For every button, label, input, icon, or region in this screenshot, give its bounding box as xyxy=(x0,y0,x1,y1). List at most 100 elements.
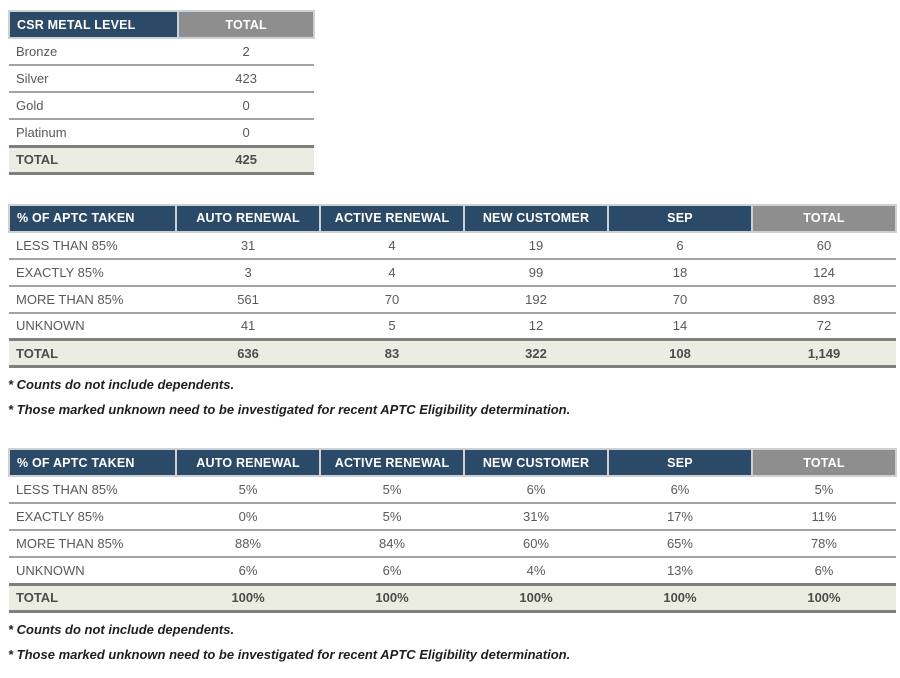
cell-value: 124 xyxy=(751,258,896,287)
cell-value: 17% xyxy=(607,503,752,531)
cell-value: 5% xyxy=(751,476,896,504)
column-header: AUTO RENEWAL xyxy=(175,448,322,477)
row-label: Bronze xyxy=(9,38,179,66)
row-label: Silver xyxy=(9,65,179,93)
cell-value: 6% xyxy=(176,557,321,585)
cell-value: 14 xyxy=(607,312,752,341)
row-label: EXACTLY 85% xyxy=(9,258,177,287)
column-header: % OF APTC TAKEN xyxy=(7,448,178,477)
total-row-label: TOTAL xyxy=(9,144,179,175)
total-value: 83 xyxy=(320,338,465,368)
aptc-taken-counts-table: % OF APTC TAKEN AUTO RENEWAL ACTIVE RENEWA… xyxy=(7,203,898,368)
total-row-label: TOTAL xyxy=(9,338,177,368)
row-label: LESS THAN 85% xyxy=(9,476,177,504)
row-label: Gold xyxy=(9,92,179,120)
cell-value: 3 xyxy=(176,258,321,287)
cell-value: 0 xyxy=(178,92,314,120)
table-row: EXACTLY 85% 0% 5% 31% 17% 11% xyxy=(9,503,896,531)
cell-value: 11% xyxy=(751,503,896,531)
cell-value: 12 xyxy=(464,312,608,341)
cell-value: 6% xyxy=(751,557,896,585)
column-header: SEP xyxy=(606,448,753,477)
total-row: TOTAL 425 xyxy=(9,144,314,175)
aptc-taken-percent-table: % OF APTC TAKEN AUTO RENEWAL ACTIVE RENEWA… xyxy=(7,448,898,613)
total-row-label: TOTAL xyxy=(9,582,177,613)
cell-value: 19 xyxy=(464,231,608,260)
table-row: MORE THAN 85% 88% 84% 60% 65% 78% xyxy=(9,530,896,558)
table-row: Gold 0 xyxy=(9,92,314,120)
column-header: NEW CUSTOMER xyxy=(463,203,609,233)
report-page: CSR METAL LEVEL TOTAL Bronze 2 Silver 423 Gold… xyxy=(7,10,898,662)
row-label: EXACTLY 85% xyxy=(9,503,177,531)
cell-value: 6% xyxy=(607,476,752,504)
row-label: UNKNOWN xyxy=(9,557,177,585)
cell-value: 2 xyxy=(178,38,314,66)
table-row: LESS THAN 85% 5% 5% 6% 6% 5% xyxy=(9,476,896,504)
cell-value: 4 xyxy=(320,258,465,287)
row-label: MORE THAN 85% xyxy=(9,285,177,314)
column-header: AUTO RENEWAL xyxy=(175,203,322,233)
cell-value: 5% xyxy=(176,476,321,504)
cell-value: 5% xyxy=(320,476,465,504)
total-value: 1,149 xyxy=(751,338,896,368)
cell-value: 6% xyxy=(320,557,465,585)
total-value: 108 xyxy=(607,338,752,368)
cell-value: 6 xyxy=(607,231,752,260)
total-value: 100% xyxy=(751,582,896,613)
cell-value: 561 xyxy=(176,285,321,314)
total-value: 322 xyxy=(464,338,608,368)
total-value: 100% xyxy=(176,582,321,613)
table-row: Bronze 2 xyxy=(9,38,314,66)
table-row: UNKNOWN 6% 6% 4% 13% 6% xyxy=(9,557,896,585)
footnote: * Counts do not include dependents. xyxy=(8,621,235,637)
footnote: * Counts do not include dependents. xyxy=(8,377,235,392)
column-header: NEW CUSTOMER xyxy=(463,448,609,477)
column-header: TOTAL xyxy=(750,448,898,477)
column-header: SEP xyxy=(606,203,753,233)
cell-value: 13% xyxy=(607,557,752,585)
total-value: 100% xyxy=(464,582,608,613)
cell-value: 78% xyxy=(751,530,896,558)
header-row: CSR METAL LEVEL TOTAL xyxy=(7,10,315,39)
total-value: 100% xyxy=(607,582,752,613)
table-row: Silver 423 xyxy=(9,65,314,93)
cell-value: 192 xyxy=(464,285,608,314)
total-row: TOTAL 636 83 322 108 1,149 xyxy=(9,338,896,368)
total-value: 636 xyxy=(176,338,321,368)
cell-value: 18 xyxy=(607,258,752,287)
cell-value: 31 xyxy=(176,231,321,260)
total-value: 100% xyxy=(320,582,465,613)
row-label: UNKNOWN xyxy=(9,312,177,341)
total-row: TOTAL 100% 100% 100% 100% 100% xyxy=(9,582,896,613)
cell-value: 70 xyxy=(320,285,465,314)
cell-value: 84% xyxy=(320,530,465,558)
table-row: UNKNOWN 41 5 12 14 72 xyxy=(9,312,896,341)
cell-value: 70 xyxy=(607,285,752,314)
cell-value: 72 xyxy=(751,312,896,341)
cell-value: 4% xyxy=(464,557,608,585)
column-header: ACTIVE RENEWAL xyxy=(319,448,466,477)
cell-value: 5 xyxy=(320,312,465,341)
cell-value: 88% xyxy=(176,530,321,558)
column-header: % OF APTC TAKEN xyxy=(7,203,178,233)
cell-value: 5% xyxy=(320,503,465,531)
cell-value: 31% xyxy=(464,503,608,531)
header-row: % OF APTC TAKEN AUTO RENEWAL ACTIVE RENEWA… xyxy=(7,448,898,477)
cell-value: 0 xyxy=(178,119,314,147)
table-row: EXACTLY 85% 3 4 99 18 124 xyxy=(9,258,896,287)
column-header: CSR METAL LEVEL xyxy=(7,10,180,39)
csr-metal-level-table: CSR METAL LEVEL TOTAL Bronze 2 Silver 423 Gold… xyxy=(7,10,315,175)
cell-value: 0% xyxy=(176,503,321,531)
cell-value: 6% xyxy=(464,476,608,504)
percent-table-footnotes: * Counts do not include dependents. * Tho… xyxy=(8,622,897,662)
column-header: TOTAL xyxy=(177,10,315,39)
footnote: * Those marked unknown need to be invest… xyxy=(8,646,571,662)
row-label: MORE THAN 85% xyxy=(9,530,177,558)
footnote: * Those marked unknown need to be invest… xyxy=(8,402,571,417)
cell-value: 99 xyxy=(464,258,608,287)
cell-value: 893 xyxy=(751,285,896,314)
cell-value: 4 xyxy=(320,231,465,260)
cell-value: 41 xyxy=(176,312,321,341)
header-row: % OF APTC TAKEN AUTO RENEWAL ACTIVE RENEWA… xyxy=(7,203,898,233)
cell-value: 60 xyxy=(751,231,896,260)
